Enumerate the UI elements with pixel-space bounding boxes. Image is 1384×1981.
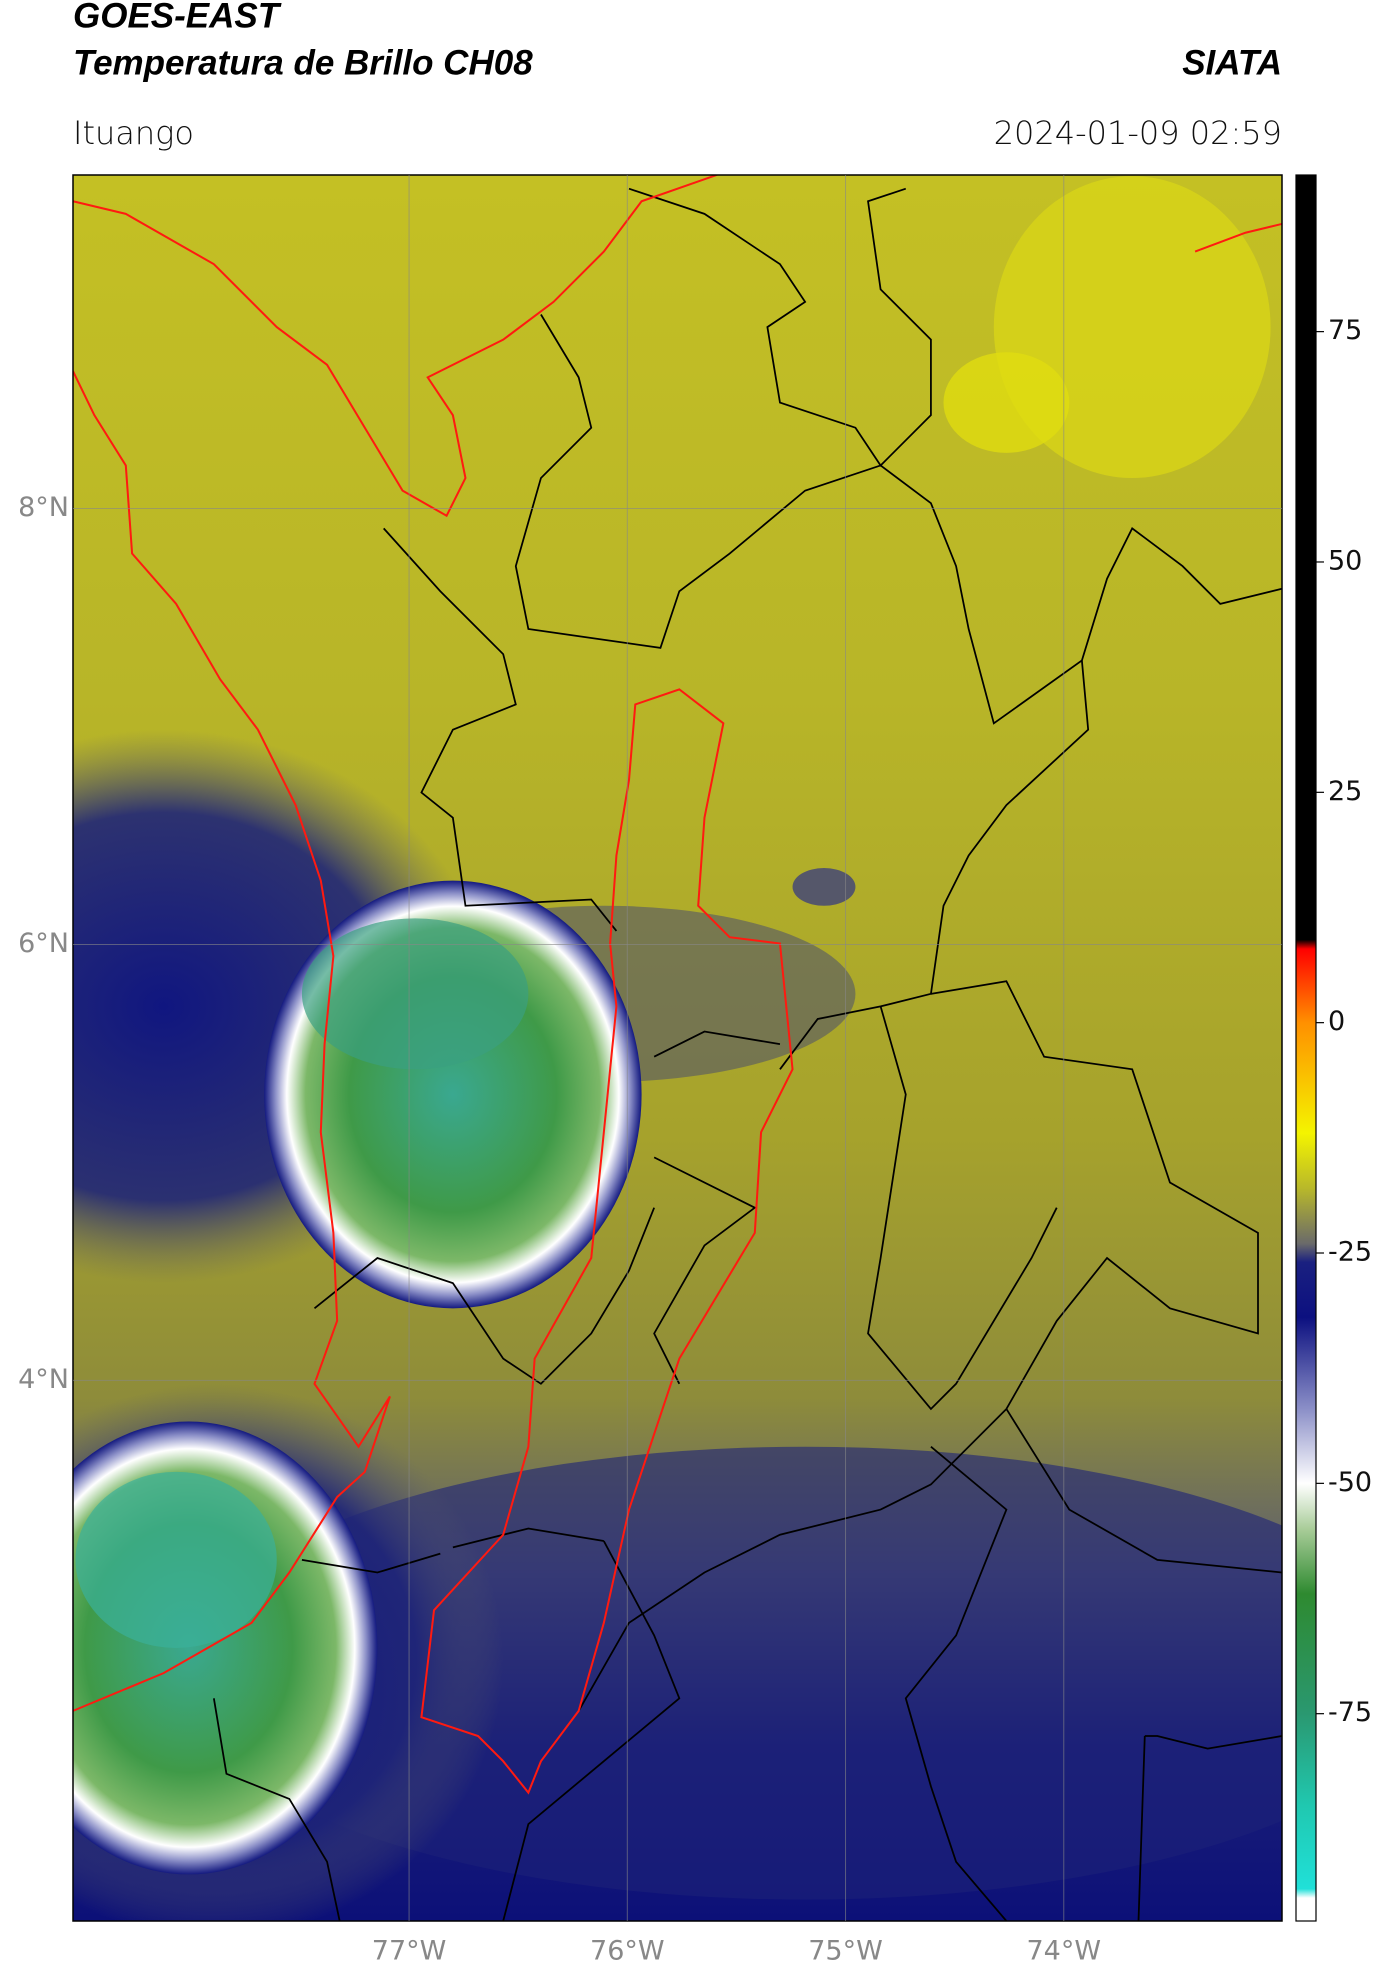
x-tick-label: 75°W bbox=[808, 1936, 883, 1967]
brand: SIATA bbox=[1182, 43, 1282, 82]
subtitle: Temperatura de Brillo CH08 bbox=[73, 43, 533, 82]
location: Ituango bbox=[73, 114, 194, 152]
x-tick-label: 74°W bbox=[1026, 1936, 1101, 1967]
map-frame bbox=[72, 174, 1283, 1922]
y-tick-label: 8°N bbox=[18, 492, 69, 523]
colorbar-tick-label: 25 bbox=[1328, 776, 1362, 807]
y-tick-label: 6°N bbox=[18, 928, 69, 959]
colorbar-tick-label: 0 bbox=[1328, 1006, 1345, 1037]
x-tick-label: 77°W bbox=[372, 1936, 447, 1967]
colorbar-tick-label: -50 bbox=[1328, 1467, 1372, 1498]
colorbar bbox=[1295, 174, 1317, 1922]
colorbar-tick-label: -75 bbox=[1328, 1697, 1372, 1728]
x-tick-label: 76°W bbox=[590, 1936, 665, 1967]
y-tick-label: 4°N bbox=[18, 1364, 69, 1395]
map-image bbox=[72, 174, 1282, 1921]
colorbar-tick-label: -25 bbox=[1328, 1237, 1372, 1268]
title: GOES-EAST bbox=[73, 0, 282, 35]
datetime: 2024-01-09 02:59 bbox=[994, 114, 1282, 152]
colorbar-tick-label: 75 bbox=[1328, 315, 1362, 346]
colorbar-tick-label: 50 bbox=[1328, 545, 1362, 576]
